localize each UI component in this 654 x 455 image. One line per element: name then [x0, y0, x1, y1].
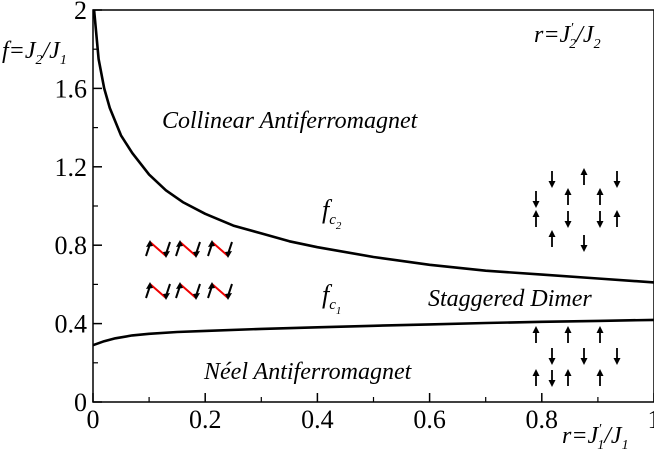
spin-up-arrow — [580, 168, 588, 185]
neel-spin-config-icon — [532, 326, 621, 387]
phase-boundaries — [92, 9, 654, 347]
spin-up-arrow — [564, 326, 572, 343]
x-tick-label: 0 — [87, 405, 100, 434]
x-tick-label: 0.2 — [189, 405, 222, 434]
spin-up-arrow — [564, 369, 572, 386]
spin-down-arrow — [613, 171, 621, 188]
spin-up-arrow — [532, 210, 540, 227]
spin-up-arrow — [613, 210, 621, 227]
plot-frame — [92, 9, 654, 403]
x-axis-label: r=J′ 1/J1 — [562, 422, 629, 453]
collinear-spin-config-icon — [532, 168, 621, 252]
dimer — [175, 282, 201, 300]
ratio-label: r=J′ 2/J2 — [534, 21, 601, 52]
spin-up-arrow — [564, 188, 572, 205]
y-tick-label: 1.6 — [55, 74, 88, 103]
x-tick-label: 0.6 — [413, 405, 446, 434]
y-tick-label: 1.2 — [55, 153, 88, 182]
spin-down-arrow — [580, 235, 588, 252]
region-staggered-label: Staggered Dimer — [428, 286, 592, 312]
spin-up-arrow — [596, 188, 604, 205]
curve-label-fc2: fc2 — [322, 195, 342, 232]
phase-boundary-curve-fc1 — [92, 318, 654, 347]
ticks — [92, 9, 654, 403]
dimer — [207, 282, 233, 300]
region-neel-label: Néel Antiferromagnet — [203, 359, 413, 385]
spin-down-arrow — [596, 211, 604, 228]
x-tick-label: 0.4 — [301, 405, 334, 434]
spin-down-arrow — [548, 171, 556, 188]
y-axis-label: f=J2/J1 — [2, 38, 67, 68]
dimer — [175, 240, 201, 258]
spin-up-arrow — [532, 326, 540, 343]
x-tick-label: 1 — [648, 405, 654, 434]
curve-label-fc1: fc1 — [322, 280, 341, 317]
spin-up-arrow — [548, 230, 556, 247]
y-tick-label: 0.4 — [55, 310, 88, 339]
dimer — [145, 240, 171, 258]
spin-down-arrow — [548, 348, 556, 365]
dimer — [145, 282, 171, 300]
spin-down-arrow — [564, 211, 572, 228]
spin-up-arrow — [532, 369, 540, 386]
spin-up-arrow — [596, 369, 604, 386]
spin-down-arrow — [580, 348, 588, 365]
spin-down-arrow — [548, 370, 556, 387]
region-collinear-label: Collinear Antiferromagnet — [162, 108, 419, 134]
spin-up-arrow — [596, 326, 604, 343]
dimer-spin-config-icon — [145, 240, 233, 300]
dimer — [207, 240, 233, 258]
x-tick-label: 0.8 — [526, 405, 559, 434]
spin-down-arrow — [613, 348, 621, 365]
y-tick-label: 2 — [74, 0, 87, 25]
tick-labels: 0 0.2 0.4 0.6 0.8 1 0 0.4 0.8 1.2 1.6 2 — [55, 0, 654, 434]
y-tick-label: 0.8 — [55, 231, 88, 260]
y-tick-label: 0 — [74, 388, 87, 417]
phase-boundary-curve-fc2 — [92, 9, 654, 284]
spin-down-arrow — [532, 191, 540, 208]
